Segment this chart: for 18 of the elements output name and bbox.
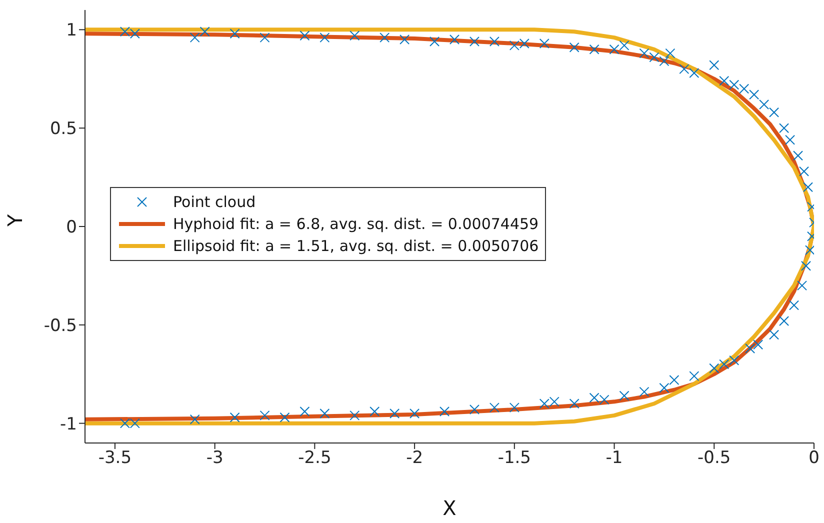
x-tick-label: -3 — [206, 448, 224, 468]
y-axis-title: Y — [3, 214, 28, 228]
x-tick-label: -1.5 — [498, 448, 531, 468]
legend-label: Point cloud — [173, 193, 256, 211]
y-tick-label: -0.5 — [44, 316, 77, 336]
y-tick-label: 0 — [66, 218, 77, 238]
x-tick-label: -2.5 — [298, 448, 332, 468]
x-tick-label: -1 — [606, 448, 623, 468]
x-axis-title: X — [442, 496, 457, 520]
legend-label: Hyphoid fit: a = 6.8, avg. sq. dist. = 0.00074459 — [173, 215, 539, 233]
legend-label: Ellipsoid fit: a = 1.51, avg. sq. dist. = 0.0050706 — [173, 237, 539, 255]
x-tick-label: 0 — [808, 448, 820, 468]
x-tick-label: -3.5 — [98, 448, 132, 468]
x-tick-label: -2 — [406, 448, 424, 468]
y-tick-label: 1 — [66, 20, 77, 41]
x-tick-label: -0.5 — [698, 448, 731, 468]
y-tick-label: 0.5 — [50, 119, 77, 140]
y-tick-label: -1 — [60, 414, 77, 434]
